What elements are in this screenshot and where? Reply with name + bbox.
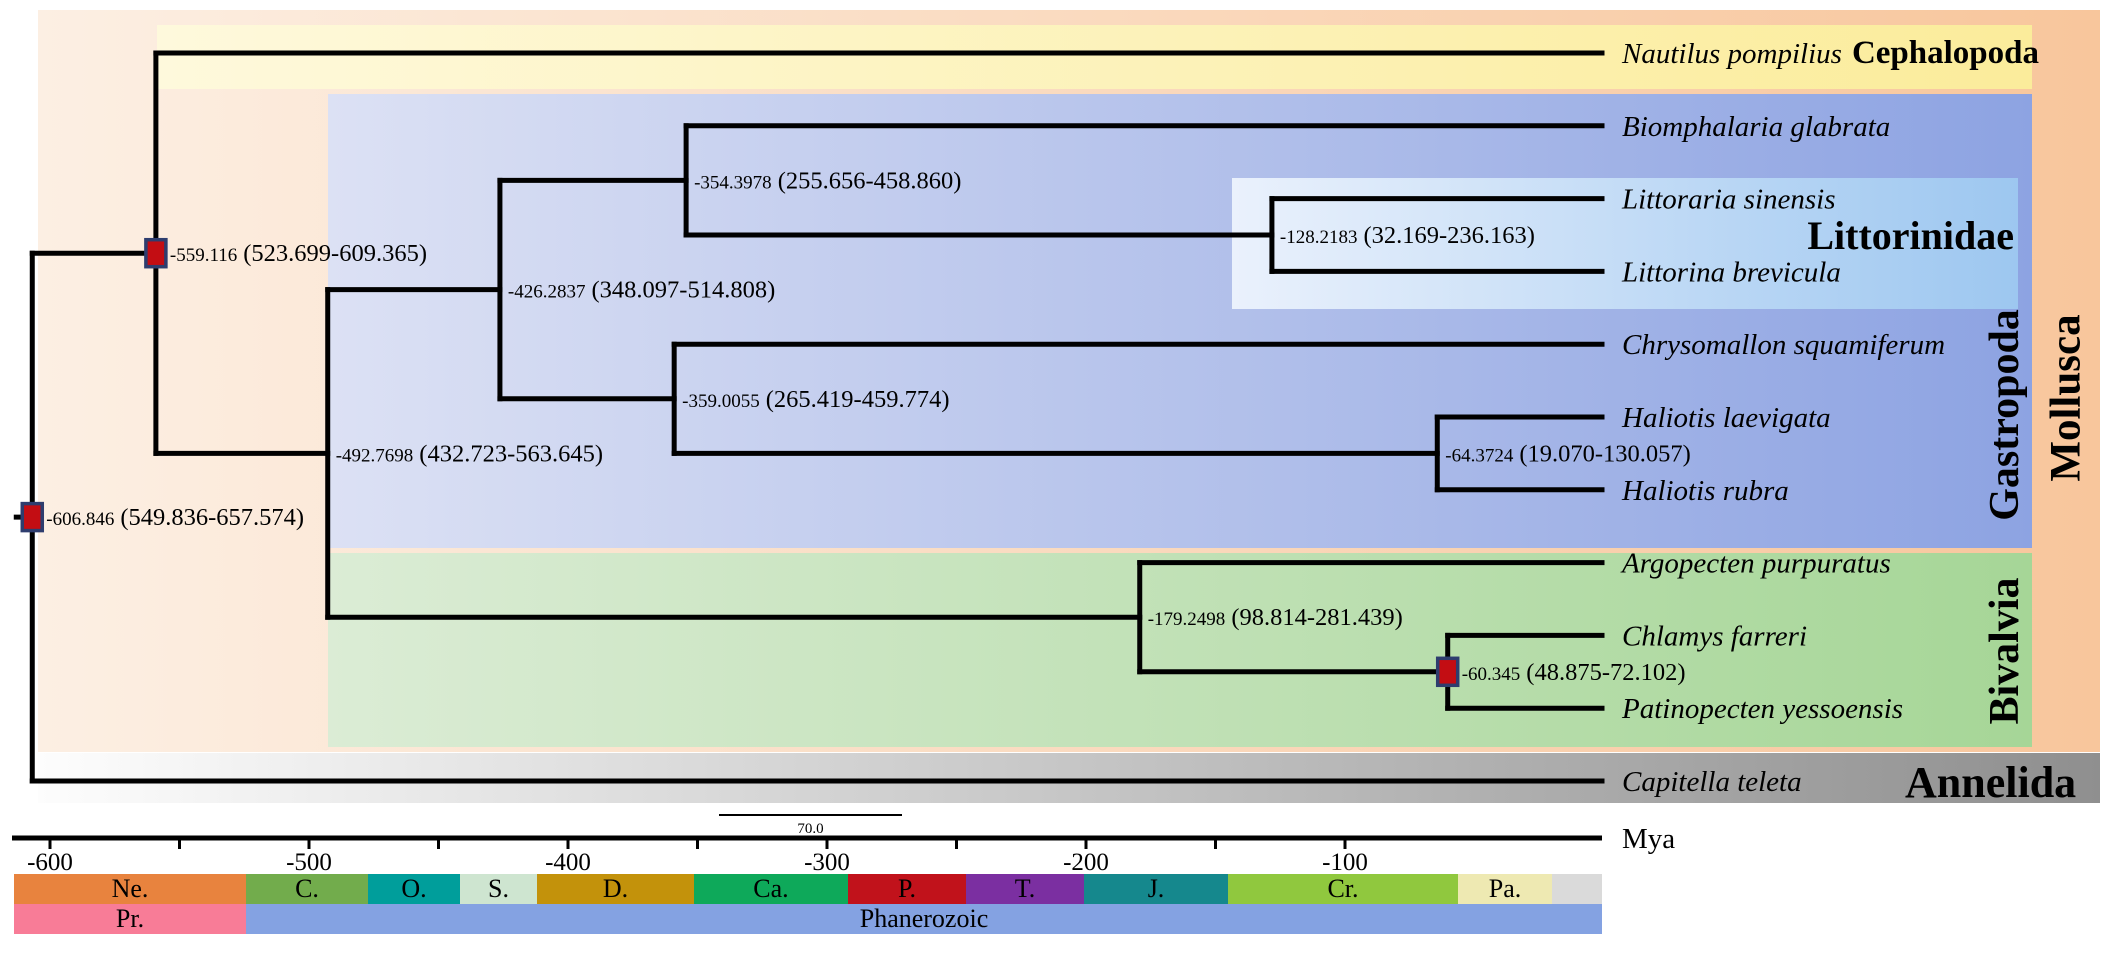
scale-bar: 70.0 — [719, 814, 902, 837]
node-age-label: -359.0055 (265.419-459.774) — [682, 386, 949, 413]
node-age-label: -60.345 (48.875-72.102) — [1462, 659, 1686, 686]
periods-segment — [966, 874, 1084, 904]
node-age-label: -128.2183 (32.169-236.163) — [1280, 222, 1535, 249]
species-label: Argopecten purpuratus — [1620, 548, 1891, 580]
axis-tick-label: -500 — [286, 849, 332, 876]
periods-segment — [1458, 874, 1552, 904]
periods-segment-label: C. — [295, 874, 319, 903]
node-age-label: -354.3978 (255.656-458.860) — [694, 167, 961, 194]
periods-segment — [1552, 874, 1602, 904]
eras-segment — [246, 904, 1602, 934]
node-age-label: -606.846 (549.836-657.574) — [46, 504, 304, 531]
species-label: Haliotis rubra — [1621, 475, 1789, 507]
species-label: Biomphalaria glabrata — [1622, 111, 1890, 143]
gastropoda-clade-band — [328, 94, 2032, 548]
species-label: Nautilus pompilius Cephalopoda — [1621, 35, 2039, 71]
species-label: Patinopecten yessoensis — [1621, 693, 1903, 725]
node-age-label: -179.2498 (98.814-281.439) — [1148, 604, 1403, 631]
mollusca-clade-label: Mollusca — [2043, 314, 2090, 481]
node-age-label: -64.3724 (19.070-130.057) — [1445, 440, 1691, 467]
periods-segment-label: O. — [401, 874, 426, 903]
axis-unit-label: Mya — [1622, 823, 1675, 855]
axis-tick-label: -200 — [1063, 849, 1109, 876]
periods-segment — [14, 874, 246, 904]
periods-segment — [246, 874, 368, 904]
periods-segment-label: Pa. — [1489, 874, 1522, 903]
periods-segment-label: J. — [1148, 874, 1165, 903]
eras-segment-label: Phanerozoic — [860, 904, 989, 933]
annelida-clade-band — [38, 753, 2100, 803]
periods-segment-label: D. — [603, 874, 628, 903]
periods-segment — [460, 874, 537, 904]
axis-tick-label: -600 — [27, 849, 73, 876]
littorinidae-clade-label: Littorinidae — [1807, 213, 2014, 258]
gastropoda-clade-label: Gastropoda — [1982, 309, 2028, 521]
tree-branches — [13, 50, 1605, 784]
periods-segment — [1084, 874, 1228, 904]
species-label: Chrysomallon squamiferum — [1622, 329, 1945, 361]
periods-segment — [694, 874, 848, 904]
axis-tick-label: -300 — [804, 849, 850, 876]
periods-segment-label: Ne. — [112, 874, 149, 903]
periods-segment — [537, 874, 694, 904]
cephalopoda-clade-band — [157, 25, 2032, 89]
species-label: Haliotis laevigata — [1621, 402, 1831, 434]
bivalvia-clade-label: Bivalvia — [1982, 577, 2028, 724]
eras-segment — [14, 904, 246, 934]
axis-tick-label: -100 — [1322, 849, 1368, 876]
species-label: Littoraria sinensis — [1621, 184, 1836, 216]
periods-segment-label: Ca. — [753, 874, 788, 903]
axis-tick-label: -400 — [545, 849, 591, 876]
node-age-label: -492.7698 (432.723-563.645) — [336, 440, 603, 467]
eras-segment-label: Pr. — [116, 904, 144, 933]
periods-segment-label: S. — [488, 874, 509, 903]
node-age-label: -426.2837 (348.097-514.808) — [508, 277, 775, 304]
node-age-label: -559.116 (523.699-609.365) — [170, 240, 427, 267]
species-label: Capitella teleta — [1622, 766, 1802, 798]
annelida-clade-label: Annelida — [1905, 758, 2076, 807]
species-label: Chlamys farreri — [1622, 620, 1807, 652]
bivalvia-clade-band — [328, 553, 2032, 747]
periods-segment-label: T. — [1015, 874, 1035, 903]
periods-segment-label: P. — [898, 874, 916, 903]
calibration-node-marker — [1435, 656, 1460, 688]
periods-segment — [848, 874, 966, 904]
periods-segment — [368, 874, 460, 904]
scale-bar-label: 70.0 — [797, 821, 823, 837]
periods-segment-label: Cr. — [1327, 874, 1358, 903]
calibration-node-marker — [20, 501, 45, 533]
calibration-node-marker — [144, 237, 168, 269]
time-axis: -600 -500 -400 -300 -200 -100 Mya — [12, 823, 1675, 876]
periods-segment — [1228, 874, 1458, 904]
species-label: Littorina brevicula — [1621, 256, 1841, 288]
geologic-timescale: Ne. C. O. S. D. Ca. P. T. J. Cr. Pa. Pr. Phanerozoic — [14, 874, 1602, 934]
